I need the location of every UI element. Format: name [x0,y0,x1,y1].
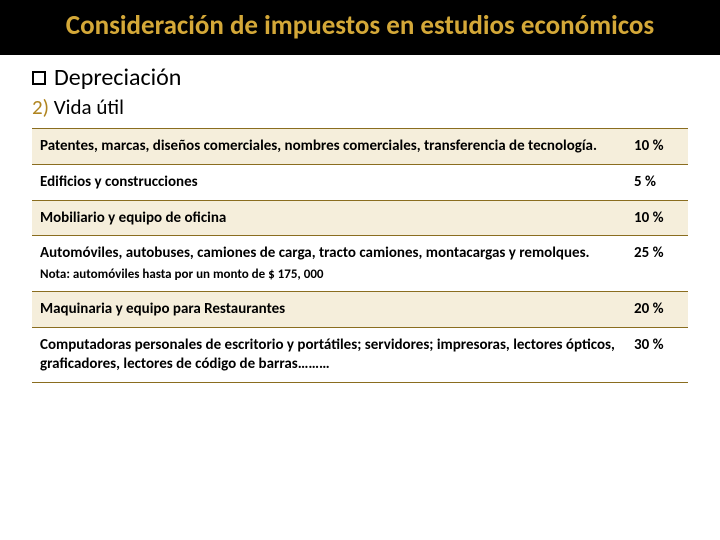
cell-note: Nota: automóviles hasta por un monto de … [40,267,616,283]
table-row: Mobiliario y equipo de oficina10 % [32,200,688,236]
cell-description: Maquinaria y equipo para Restaurantes [32,292,626,328]
cell-percent: 10 % [626,129,688,165]
depreciation-table: Patentes, marcas, diseños comerciales, n… [32,128,688,383]
cell-percent: 30 % [626,328,688,383]
table-row: Computadoras personales de escritorio y … [32,328,688,383]
cell-description: Automóviles, autobuses, camiones de carg… [32,236,626,292]
cell-description: Edificios y construcciones [32,164,626,200]
cell-description: Patentes, marcas, diseños comerciales, n… [32,129,626,165]
title-bar: Consideración de impuestos en estudios e… [0,0,720,55]
subheading: 2) Vida útil [32,94,688,120]
bullet-text: Depreciación [54,63,181,92]
cell-description: Mobiliario y equipo de oficina [32,200,626,236]
table-row: Patentes, marcas, diseños comerciales, n… [32,129,688,165]
cell-percent: 10 % [626,200,688,236]
cell-percent: 25 % [626,236,688,292]
table-row: Automóviles, autobuses, camiones de carg… [32,236,688,292]
cell-percent: 5 % [626,164,688,200]
cell-percent: 20 % [626,292,688,328]
square-bullet-icon [32,71,46,85]
slide-title: Consideración de impuestos en estudios e… [28,10,692,41]
bullet-line: Depreciación [32,63,688,92]
subhead-number: 2) [32,94,49,120]
cell-description: Computadoras personales de escritorio y … [32,328,626,383]
content-area: Depreciación 2) Vida útil Patentes, marc… [0,55,720,383]
table-row: Maquinaria y equipo para Restaurantes20 … [32,292,688,328]
table-row: Edificios y construcciones5 % [32,164,688,200]
subhead-text: Vida útil [54,94,124,120]
